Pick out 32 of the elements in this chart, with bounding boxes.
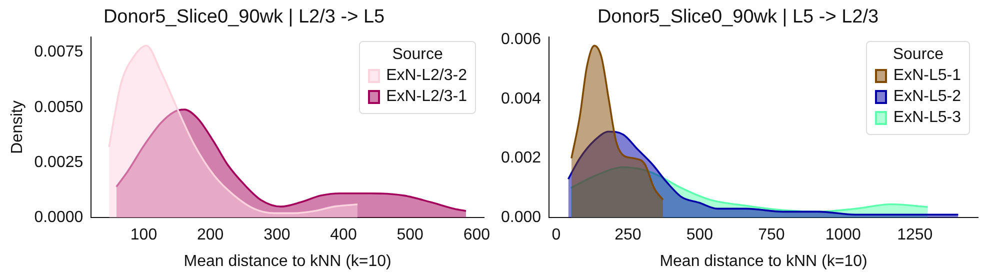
legend-title: Source — [391, 46, 444, 64]
x-tick-label: 500 — [686, 226, 714, 244]
x-axis-title: Mean distance to kNN (k=10) — [660, 252, 868, 270]
chart-title: Donor5_Slice0_90wk | L2/3 -> L5 — [103, 6, 385, 28]
x-tick-label: 250 — [614, 226, 642, 244]
y-tick-label: 0.0000 — [34, 209, 84, 226]
legend-title: Source — [892, 46, 945, 64]
x-tick-label: 1250 — [897, 226, 933, 244]
x-tick-label: 1000 — [825, 226, 862, 244]
y-tick-label: 0.0075 — [34, 44, 84, 61]
y-tick-label: 0.006 — [500, 31, 542, 48]
x-tick-label: 500 — [396, 226, 424, 244]
y-tick-label: 0.0050 — [34, 98, 84, 116]
y-tick-label: 0.002 — [500, 150, 542, 167]
legend-label: ExN-L2/3-1 — [386, 88, 467, 106]
x-tick-label: 0 — [552, 226, 561, 244]
x-tick-label: 750 — [758, 226, 785, 244]
x-tick-label: 400 — [330, 226, 357, 244]
legend-label: ExN-L5-2 — [893, 88, 961, 106]
chart-title: Donor5_Slice0_90wk | L5 -> L2/3 — [597, 6, 879, 28]
y-tick-label: 0.0025 — [34, 154, 84, 171]
x-tick-label: 300 — [264, 226, 290, 244]
x-tick-label: 600 — [463, 226, 490, 244]
x-tick-label: 100 — [130, 226, 158, 244]
legend-label: ExN-L5-3 — [893, 108, 961, 127]
legend-label: ExN-L5-1 — [893, 66, 961, 85]
x-axis-title: Mean distance to kNN (k=10) — [184, 252, 392, 270]
legend-label: ExN-L2/3-2 — [386, 66, 467, 85]
y-tick-label: 0.004 — [500, 90, 542, 108]
y-tick-label: 0.000 — [500, 209, 542, 226]
y-axis-title: Density — [9, 100, 26, 154]
x-tick-label: 200 — [196, 226, 224, 244]
